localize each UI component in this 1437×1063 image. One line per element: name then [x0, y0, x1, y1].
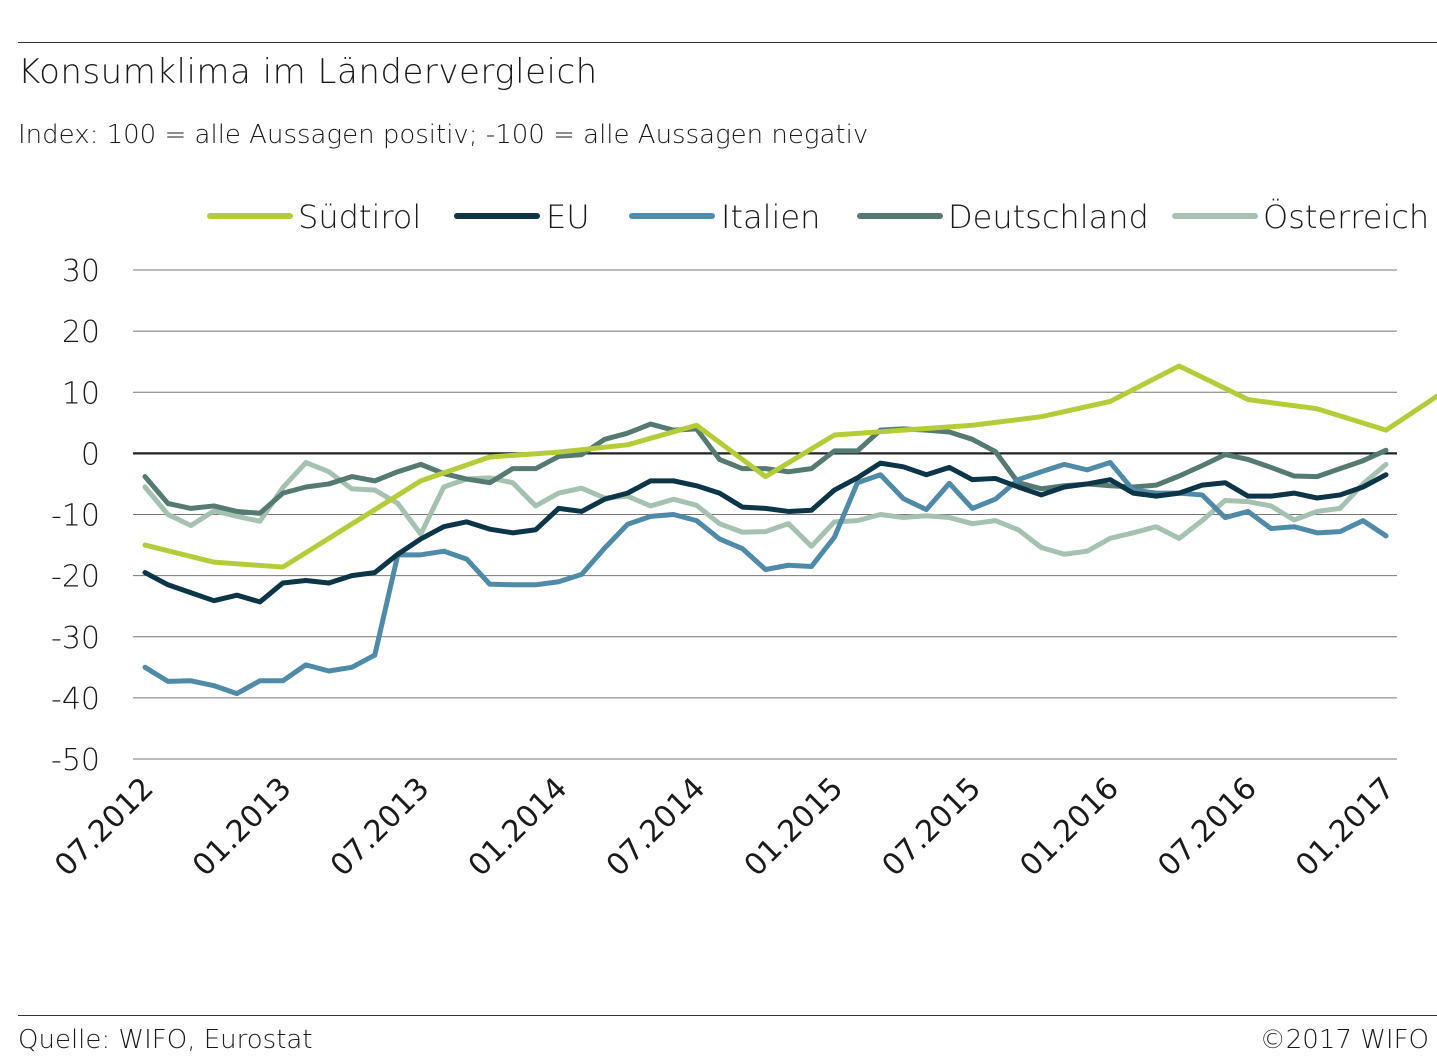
gridlines: [133, 269, 1397, 760]
x-tick-label: 07.2013: [324, 771, 436, 883]
y-tick-label: -50: [51, 743, 100, 778]
y-tick-label: -30: [51, 621, 100, 656]
series-line-südtirol: [142, 363, 1437, 570]
x-tick-label: 01.2016: [1013, 771, 1125, 883]
y-tick-label: -10: [51, 499, 100, 534]
source-note: Quelle: WIFO, Eurostat: [18, 1025, 313, 1055]
chart-title: Konsumklima im Ländervergleich: [18, 52, 598, 92]
legend-label: Deutschland: [948, 198, 1149, 236]
x-tick-label: 07.2012: [48, 771, 160, 883]
y-tick-label: 30: [62, 254, 100, 289]
x-tick-label: 07.2016: [1151, 771, 1263, 883]
x-tick-label: 07.2015: [876, 771, 988, 883]
x-tick-label: 01.2015: [738, 771, 850, 883]
legend-label: Südtirol: [298, 198, 421, 236]
series-line-österreich: [142, 460, 1389, 557]
y-tick-label: -40: [51, 682, 100, 717]
top-rule: [18, 42, 1437, 43]
legend-label: Italien: [721, 198, 820, 236]
copyright-note: ©2017 WIFO: [1259, 1025, 1429, 1055]
y-axis-labels: 30 20 10 0 -10 -20 -30 -40 -50: [51, 254, 100, 778]
legend: Südtirol EU Italien Deutschland Österreich: [207, 198, 1429, 236]
x-tick-label: 01.2013: [186, 771, 298, 883]
x-tick-label: 01.2014: [462, 771, 574, 883]
series-lines: [142, 363, 1437, 697]
series-line-eu: [142, 460, 1389, 605]
bottom-rule: [18, 1015, 1437, 1016]
x-tick-label: 07.2014: [600, 771, 712, 883]
x-tick-label: 01.2017: [1289, 771, 1401, 883]
legend-label: Österreich: [1263, 198, 1429, 236]
x-axis-labels: 07.2012 01.2013 07.2013 01.2014 07.2014 01.20…: [48, 771, 1401, 883]
chart-subtitle: Index: 100 = alle Aussagen positiv; -100…: [18, 120, 869, 150]
y-tick-label: 20: [62, 315, 100, 350]
y-tick-label: 10: [62, 376, 100, 411]
series-line-italien: [142, 460, 1389, 697]
y-tick-label: 0: [81, 437, 100, 472]
series-line-deutschland: [142, 421, 1389, 516]
y-tick-label: -20: [51, 560, 100, 595]
legend-label: EU: [546, 198, 590, 236]
